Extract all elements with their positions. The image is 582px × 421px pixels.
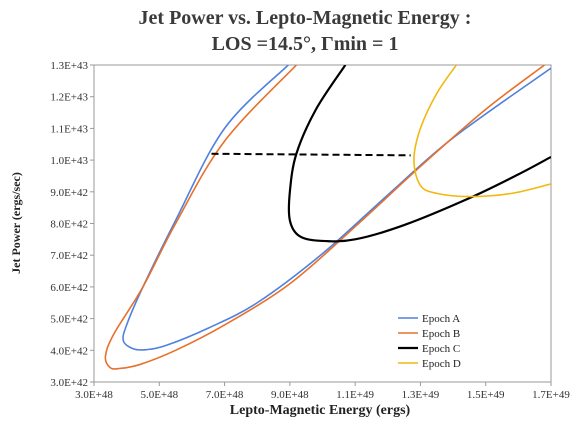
y-tick-label: 1.0E+43	[50, 155, 88, 167]
y-tick-label: 1.1E+43	[50, 123, 88, 135]
x-tick-label: 1.7E+49	[532, 389, 570, 401]
y-tick-label: 6.0E+42	[50, 282, 88, 294]
y-axis-ticks: 3.0E+42 4.0E+42 5.0E+42 6.0E+42 7.0E+42 8.0E+…	[50, 60, 94, 389]
x-tick-label: 1.5E+49	[467, 389, 505, 401]
chart-title-line2: LOS =14.5°, Γmin = 1	[212, 33, 399, 55]
x-tick-label: 3.0E+48	[75, 389, 113, 401]
x-tick-label: 1.1E+49	[336, 389, 374, 401]
legend-label-epoch-d: Epoch D	[422, 358, 461, 370]
series-line-epoch-a	[122, 65, 551, 351]
y-tick-label: 7.0E+42	[50, 250, 88, 262]
legend-label-epoch-c: Epoch C	[422, 343, 460, 355]
y-tick-label: 5.0E+42	[50, 314, 88, 326]
x-axis-label: Lepto-Magnetic Energy (ergs)	[230, 403, 411, 418]
x-axis-ticks: 3.0E+48 5.0E+48 7.0E+48 9.0E+48 1.1E+49 1.3E+…	[75, 382, 570, 401]
legend: Epoch A Epoch B Epoch C Epoch D	[398, 313, 461, 370]
y-tick-label: 8.0E+42	[50, 219, 88, 231]
series-layer	[104, 65, 551, 370]
chart-title-line1: Jet Power vs. Lepto-Magnetic Energy :	[139, 7, 472, 29]
y-tick-label: 9.0E+42	[50, 187, 88, 199]
x-tick-label: 9.0E+48	[271, 389, 309, 401]
y-tick-label: 1.2E+43	[50, 92, 88, 104]
y-tick-label: 4.0E+42	[50, 345, 88, 357]
y-axis-label: Jet Power (ergs/sec)	[9, 172, 23, 274]
x-tick-label: 5.0E+48	[140, 389, 178, 401]
legend-label-epoch-a: Epoch A	[422, 313, 460, 325]
dashed-annotation-line	[211, 152, 411, 157]
x-tick-label: 1.3E+49	[402, 389, 440, 401]
x-tick-label: 7.0E+48	[206, 389, 244, 401]
series-line-epoch-b	[104, 65, 545, 370]
series-line-epoch-c	[287, 65, 551, 243]
y-tick-label: 1.3E+43	[50, 60, 88, 72]
series-line-epoch-d	[413, 65, 551, 198]
y-tick-label: 3.0E+42	[50, 377, 88, 389]
legend-label-epoch-b: Epoch B	[422, 328, 460, 340]
